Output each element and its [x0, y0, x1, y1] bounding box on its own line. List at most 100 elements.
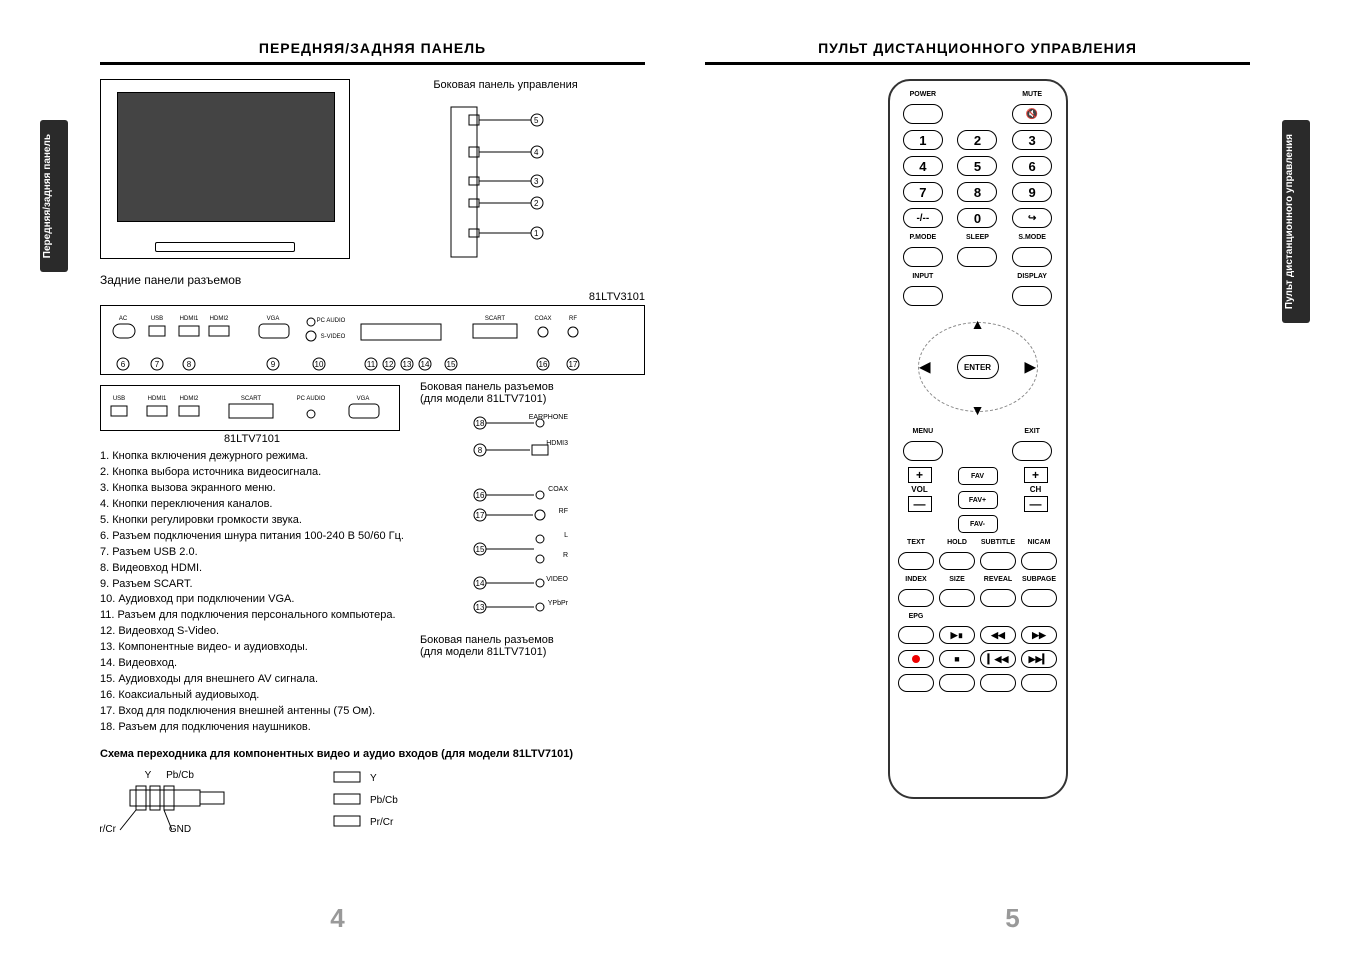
num-0[interactable]: 0: [957, 208, 997, 228]
prev-button[interactable]: ▎◀◀: [980, 650, 1016, 668]
num-2[interactable]: 2: [957, 130, 997, 150]
epg-label: EPG: [896, 613, 936, 620]
blank-1[interactable]: [898, 674, 934, 692]
input-button[interactable]: [903, 286, 943, 306]
num-4[interactable]: 4: [903, 156, 943, 176]
ff-button[interactable]: ▶▶: [1021, 626, 1057, 644]
svg-text:Pr/Cr: Pr/Cr: [370, 817, 394, 828]
num-1[interactable]: 1: [903, 130, 943, 150]
subtitle-button[interactable]: [980, 552, 1016, 570]
blank-4[interactable]: [1021, 674, 1057, 692]
dpad-right[interactable]: ▶: [1025, 359, 1036, 376]
menu-button[interactable]: [903, 441, 943, 461]
stop-button[interactable]: ■: [939, 650, 975, 668]
index-button[interactable]: [898, 589, 934, 607]
header-left: ПЕРЕДНЯЯ/ЗАДНЯЯ ПАНЕЛЬ: [100, 40, 645, 65]
exit-button[interactable]: [1012, 441, 1052, 461]
hold-button[interactable]: [939, 552, 975, 570]
svg-text:PC AUDIO: PC AUDIO: [297, 396, 326, 402]
svg-text:4: 4: [534, 148, 539, 157]
ch-down[interactable]: —: [1024, 496, 1048, 512]
dpad-down[interactable]: ▼: [971, 402, 985, 418]
svg-text:Y: Y: [370, 773, 377, 784]
vol-down[interactable]: —: [908, 496, 932, 512]
svg-text:RF: RF: [559, 508, 568, 515]
adapter-diagram: YPb/Cb Pr/Cr GND Y Pb/Cb Pr/Cr: [100, 766, 645, 836]
svg-text:13: 13: [403, 360, 412, 369]
svg-text:16: 16: [539, 360, 548, 369]
svg-text:Pb/Cb: Pb/Cb: [166, 770, 194, 781]
svg-text:Y: Y: [145, 770, 152, 781]
svg-text:COAX: COAX: [548, 486, 568, 493]
svg-text:EARPHONE: EARPHONE: [529, 414, 569, 421]
display-button[interactable]: [1012, 286, 1052, 306]
header-right: ПУЛЬТ ДИСТАНЦИОННОГО УПРАВЛЕНИЯ: [705, 40, 1250, 65]
subpage-button[interactable]: [1021, 589, 1057, 607]
rear-panels-label: Задние панели разъемов: [100, 273, 645, 287]
svg-text:Pr/Cr: Pr/Cr: [100, 824, 117, 835]
num-7[interactable]: 7: [903, 182, 943, 202]
sleep-button[interactable]: [957, 247, 997, 267]
blank-2[interactable]: [939, 674, 975, 692]
rw-button[interactable]: ◀◀: [980, 626, 1016, 644]
svg-text:16: 16: [476, 491, 485, 500]
power-label: POWER: [903, 91, 943, 98]
epg-button[interactable]: [898, 626, 934, 644]
playpause-button[interactable]: ▶∎: [939, 626, 975, 644]
vol-label: VOL: [911, 485, 927, 494]
svg-text:10: 10: [315, 360, 324, 369]
dpad-left[interactable]: ◀: [920, 359, 931, 376]
record-button[interactable]: [898, 650, 934, 668]
tv-front-diagram: [100, 79, 350, 259]
reveal-button[interactable]: [980, 589, 1016, 607]
svg-text:VGA: VGA: [267, 316, 280, 322]
svg-text:17: 17: [476, 511, 485, 520]
side-panel3-title: Боковая панель разъемов: [420, 634, 580, 646]
svg-text:3: 3: [534, 177, 539, 186]
num-9[interactable]: 9: [1012, 182, 1052, 202]
favminus-button[interactable]: FAV-: [958, 515, 998, 533]
blank-3[interactable]: [980, 674, 1016, 692]
dpad-up[interactable]: ▲: [971, 316, 985, 332]
svg-text:COAX: COAX: [534, 316, 551, 322]
text-button[interactable]: [898, 552, 934, 570]
ch-up[interactable]: +: [1024, 467, 1048, 483]
index-label: INDEX: [896, 576, 936, 583]
size-button[interactable]: [939, 589, 975, 607]
nicam-button[interactable]: [1021, 552, 1057, 570]
page-left: Передняя/задняя панель ПЕРЕДНЯЯ/ЗАДНЯЯ П…: [0, 0, 675, 954]
reveal-label: REVEAL: [978, 576, 1018, 583]
subpage-label: SUBPAGE: [1019, 576, 1059, 583]
return-button[interactable]: ↪: [1012, 208, 1052, 228]
svg-text:5: 5: [534, 116, 539, 125]
mute-button[interactable]: 🔇: [1012, 104, 1052, 124]
num-5[interactable]: 5: [957, 156, 997, 176]
model1-label: 81LTV3101: [100, 291, 645, 303]
next-button[interactable]: ▶▶▎: [1021, 650, 1057, 668]
side-panel3-sub: (для модели 81LTV7101): [420, 646, 580, 658]
connector-list: 1. Кнопка включения дежурного режима. 2.…: [100, 449, 404, 736]
num-6[interactable]: 6: [1012, 156, 1052, 176]
svg-text:USB: USB: [151, 316, 163, 322]
num-8[interactable]: 8: [957, 182, 997, 202]
svg-text:PC AUDIO: PC AUDIO: [317, 318, 346, 324]
hold-label: HOLD: [937, 539, 977, 546]
subtitle-label: SUBTITLE: [978, 539, 1018, 546]
favplus-button[interactable]: FAV+: [958, 491, 998, 509]
enter-button[interactable]: ENTER: [957, 355, 999, 379]
pmode-button[interactable]: [903, 247, 943, 267]
smode-button[interactable]: [1012, 247, 1052, 267]
svg-text:R: R: [563, 552, 568, 559]
input-label: INPUT: [903, 273, 943, 280]
size-label: SIZE: [937, 576, 977, 583]
svg-text:9: 9: [271, 360, 276, 369]
remote-control: POWER MUTE 🔇 123 456 789 -/--0↪ P.MODE S…: [888, 79, 1068, 799]
svg-text:HDMI1: HDMI1: [180, 316, 199, 322]
fav-button[interactable]: FAV: [958, 467, 998, 485]
power-button[interactable]: [903, 104, 943, 124]
side-tab-left: Передняя/задняя панель: [40, 120, 68, 272]
side-tab-left-label: Передняя/задняя панель: [42, 134, 53, 258]
vol-up[interactable]: +: [908, 467, 932, 483]
num-3[interactable]: 3: [1012, 130, 1052, 150]
digits-button[interactable]: -/--: [903, 208, 943, 228]
